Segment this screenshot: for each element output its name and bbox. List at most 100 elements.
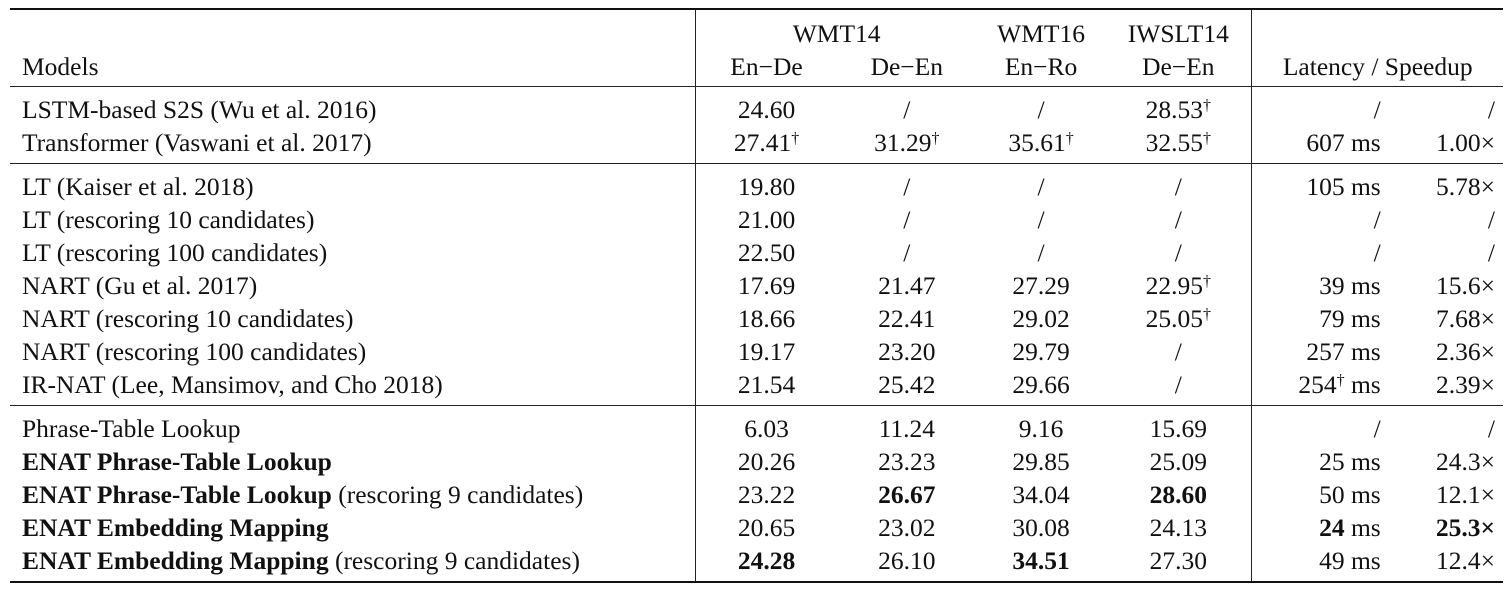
cell-wmt14-de-en: 22.41 xyxy=(878,304,936,333)
cell-iwslt14-de-en: 28.53† xyxy=(1105,86,1252,126)
cell-wmt14-de-en: 23.02 xyxy=(878,513,936,542)
model-name: ENAT Embedding Mapping xyxy=(10,511,696,544)
cell-wmt14-en-de: 20.26 xyxy=(695,445,837,478)
cell-speedup: / xyxy=(1487,205,1495,234)
cell-wmt14-en-de: 21.54 xyxy=(695,368,837,406)
header-blank-latency xyxy=(1251,8,1503,52)
model-name-suffix: (rescoring 9 candidates) xyxy=(328,546,580,575)
model-name: ENAT Embedding Mapping (rescoring 9 cand… xyxy=(10,544,696,583)
cell-wmt14-de-en: 26.67 xyxy=(878,480,936,509)
header-column-row: Models En−De De−En En−Ro De−En Latency /… xyxy=(10,52,1503,87)
header-blank xyxy=(10,8,696,52)
cell-latency: / xyxy=(1251,405,1385,445)
cell-speedup: 25.3× xyxy=(1435,513,1495,542)
cell-wmt14-en-de: 20.65 xyxy=(695,511,837,544)
table-row: LT (rescoring 10 candidates) 21.00 / / / / / xyxy=(10,203,1503,236)
cell-wmt16-en-ro: 35.61† xyxy=(1008,128,1074,157)
table-row: LT (Kaiser et al. 2018) 19.80///105 ms 5.7… xyxy=(10,163,1503,203)
cell-wmt14-en-de: 17.69 xyxy=(695,269,837,302)
header-latency-speedup: Latency / Speedup xyxy=(1251,52,1503,87)
cell-wmt14-en-de: 18.66 xyxy=(695,302,837,335)
cell-wmt16-en-ro: / xyxy=(976,86,1106,126)
cell-iwslt14-de-en: 28.60 xyxy=(1149,480,1208,509)
cell-iwslt14-de-en: / xyxy=(1174,238,1182,267)
cell-wmt14-en-de: 19.17 xyxy=(695,335,837,368)
model-name-main: LT (rescoring 100 candidates) xyxy=(22,238,328,267)
cell-wmt14-de-en: 23.20 xyxy=(878,337,936,366)
cell-wmt14-de-en: 31.29† xyxy=(874,128,940,157)
model-name-main: ENAT Phrase-Table Lookup xyxy=(22,447,332,476)
model-name-main: ENAT Embedding Mapping xyxy=(22,513,329,542)
table-row: NART (rescoring 100 candidates) 19.17 23.2… xyxy=(10,335,1503,368)
cell-wmt16-en-ro: / xyxy=(1037,205,1045,234)
cell-iwslt14-de-en: 24.13 xyxy=(1149,513,1208,542)
model-name: ENAT Phrase-Table Lookup (rescoring 9 ca… xyxy=(10,478,696,511)
table-row: ENAT Phrase-Table Lookup (rescoring 9 ca… xyxy=(10,478,1503,511)
model-name: NART (rescoring 10 candidates) xyxy=(10,302,696,335)
cell-wmt14-en-de: 19.80 xyxy=(695,163,837,203)
model-name-main: Transformer (Vaswani et al. 2017) xyxy=(22,128,372,157)
model-name: LSTM-based S2S (Wu et al. 2016) xyxy=(10,86,696,126)
model-name-main: LSTM-based S2S (Wu et al. 2016) xyxy=(22,95,377,124)
model-name: NART (rescoring 100 candidates) xyxy=(10,335,696,368)
header-de-en-iwslt: De−En xyxy=(1142,52,1215,81)
cell-wmt14-de-en: / xyxy=(903,238,911,267)
model-name-main: NART (rescoring 10 candidates) xyxy=(22,304,354,333)
model-name: LT (rescoring 100 candidates) xyxy=(10,236,696,269)
cell-wmt14-en-de: 27.41† xyxy=(695,126,837,164)
cell-latency: 105 ms xyxy=(1251,163,1385,203)
cell-speedup: / xyxy=(1384,86,1503,126)
cell-iwslt14-de-en: 32.55† xyxy=(1145,128,1212,157)
cell-wmt14-de-en: 23.23 xyxy=(878,447,936,476)
cell-wmt16-en-ro: 29.66 xyxy=(1012,370,1070,399)
model-name-main: NART (Gu et al. 2017) xyxy=(22,271,258,300)
cell-wmt14-de-en: / xyxy=(903,205,911,234)
cell-latency: 607 ms xyxy=(1251,126,1385,164)
cell-latency: 39 ms xyxy=(1251,269,1385,302)
table-row: IR-NAT (Lee, Mansimov, and Cho 2018) 21.5… xyxy=(10,368,1503,406)
cell-wmt14-en-de: 24.60 xyxy=(695,86,837,126)
cell-speedup: 12.1× xyxy=(1435,480,1495,509)
model-name: Transformer (Vaswani et al. 2017) xyxy=(10,126,696,164)
cell-wmt16-en-ro: 29.79 xyxy=(1012,337,1070,366)
cell-wmt16-en-ro: / xyxy=(1037,238,1045,267)
cell-wmt14-de-en: / xyxy=(836,86,977,126)
header-de-en: De−En xyxy=(870,52,944,81)
cell-wmt14-en-de: 6.03 xyxy=(695,405,837,445)
table-row: LSTM-based S2S (Wu et al. 2016) 24.60//28… xyxy=(10,86,1503,126)
cell-wmt16-en-ro: / xyxy=(976,163,1106,203)
cell-iwslt14-de-en: 15.69 xyxy=(1105,405,1252,445)
cell-latency: 79 ms xyxy=(1251,302,1385,335)
table-row: Transformer (Vaswani et al. 2017) 27.41† 3… xyxy=(10,126,1503,164)
cell-speedup: 15.6× xyxy=(1435,271,1495,300)
table-body: LSTM-based S2S (Wu et al. 2016) 24.60//28… xyxy=(10,86,1503,583)
model-name: IR-NAT (Lee, Mansimov, and Cho 2018) xyxy=(10,368,696,406)
cell-latency: 49 ms xyxy=(1251,544,1385,583)
cell-speedup: / xyxy=(1384,405,1503,445)
cell-latency: / xyxy=(1251,236,1385,269)
cell-wmt16-en-ro: 30.08 xyxy=(1012,513,1070,542)
cell-wmt16-en-ro: 27.29 xyxy=(1012,271,1070,300)
cell-wmt14-de-en: 21.47 xyxy=(878,271,936,300)
cell-latency: / xyxy=(1251,203,1385,236)
table-row: ENAT Embedding Mapping 20.65 23.02 30.08 24.… xyxy=(10,511,1503,544)
cell-speedup: / xyxy=(1487,238,1495,267)
cell-wmt14-en-de: 23.22 xyxy=(695,478,837,511)
cell-wmt16-en-ro: 29.85 xyxy=(1012,447,1070,476)
cell-wmt16-en-ro: 34.04 xyxy=(1012,480,1070,509)
cell-wmt16-en-ro: 29.02 xyxy=(1012,304,1070,333)
model-name-suffix: (rescoring 9 candidates) xyxy=(331,480,584,509)
cell-wmt14-de-en: 11.24 xyxy=(836,405,977,445)
table-row: NART (rescoring 10 candidates) 18.66 22.41… xyxy=(10,302,1503,335)
model-name-main: LT (Kaiser et al. 2018) xyxy=(22,172,254,201)
header-wmt14: WMT14 xyxy=(695,8,977,52)
table-row: ENAT Embedding Mapping (rescoring 9 cand… xyxy=(10,544,1503,583)
cell-iwslt14-de-en: / xyxy=(1174,337,1182,366)
cell-speedup: 2.39× xyxy=(1435,370,1495,399)
cell-speedup: 2.36× xyxy=(1435,337,1495,366)
cell-wmt14-de-en: 26.10 xyxy=(836,544,977,583)
table-row: ENAT Phrase-Table Lookup 20.26 23.23 29.85 2… xyxy=(10,445,1503,478)
cell-iwslt14-de-en: 25.09 xyxy=(1149,447,1208,476)
model-name: ENAT Phrase-Table Lookup xyxy=(10,445,696,478)
model-name: LT (rescoring 10 candidates) xyxy=(10,203,696,236)
